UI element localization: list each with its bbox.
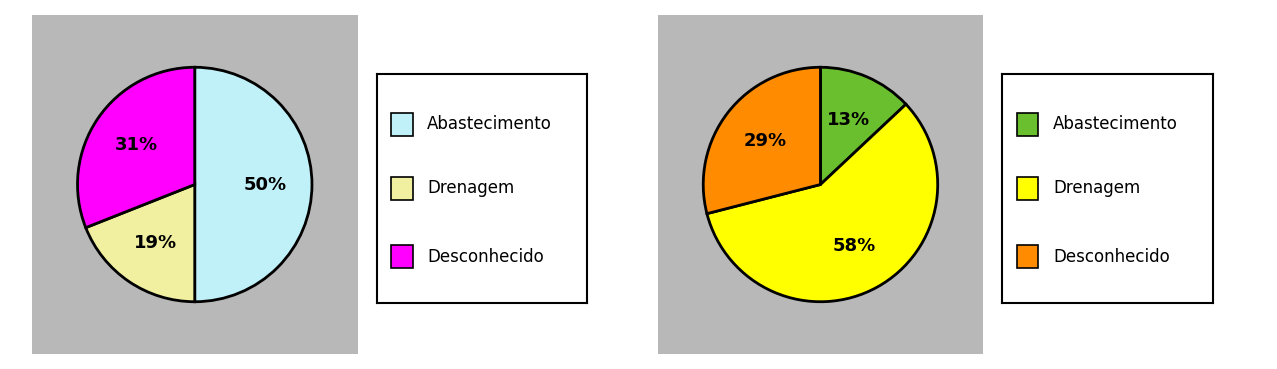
Text: 29%: 29%	[743, 132, 787, 151]
Bar	[1018, 113, 1038, 135]
Text: Drenagem: Drenagem	[1054, 179, 1140, 197]
Text: Desconhecido: Desconhecido	[428, 248, 544, 266]
Text: Drenagem: Drenagem	[428, 179, 515, 197]
Text: 19%: 19%	[134, 234, 176, 252]
Bar	[1018, 245, 1038, 268]
Text: Abastecimento: Abastecimento	[1054, 115, 1177, 133]
Wedge shape	[194, 67, 312, 302]
Bar	[392, 177, 412, 200]
Wedge shape	[86, 184, 194, 302]
Text: 58%: 58%	[833, 237, 876, 255]
Text: 31%: 31%	[115, 136, 158, 154]
Bar	[392, 113, 412, 135]
Bar	[1018, 177, 1038, 200]
Text: Desconhecido: Desconhecido	[1054, 248, 1170, 266]
Text: 50%: 50%	[244, 176, 286, 193]
Text: Abastecimento: Abastecimento	[428, 115, 552, 133]
Wedge shape	[704, 67, 821, 214]
Bar	[392, 245, 412, 268]
Wedge shape	[707, 104, 937, 302]
Wedge shape	[78, 67, 195, 228]
Text: 13%: 13%	[826, 111, 870, 129]
Wedge shape	[820, 67, 905, 184]
